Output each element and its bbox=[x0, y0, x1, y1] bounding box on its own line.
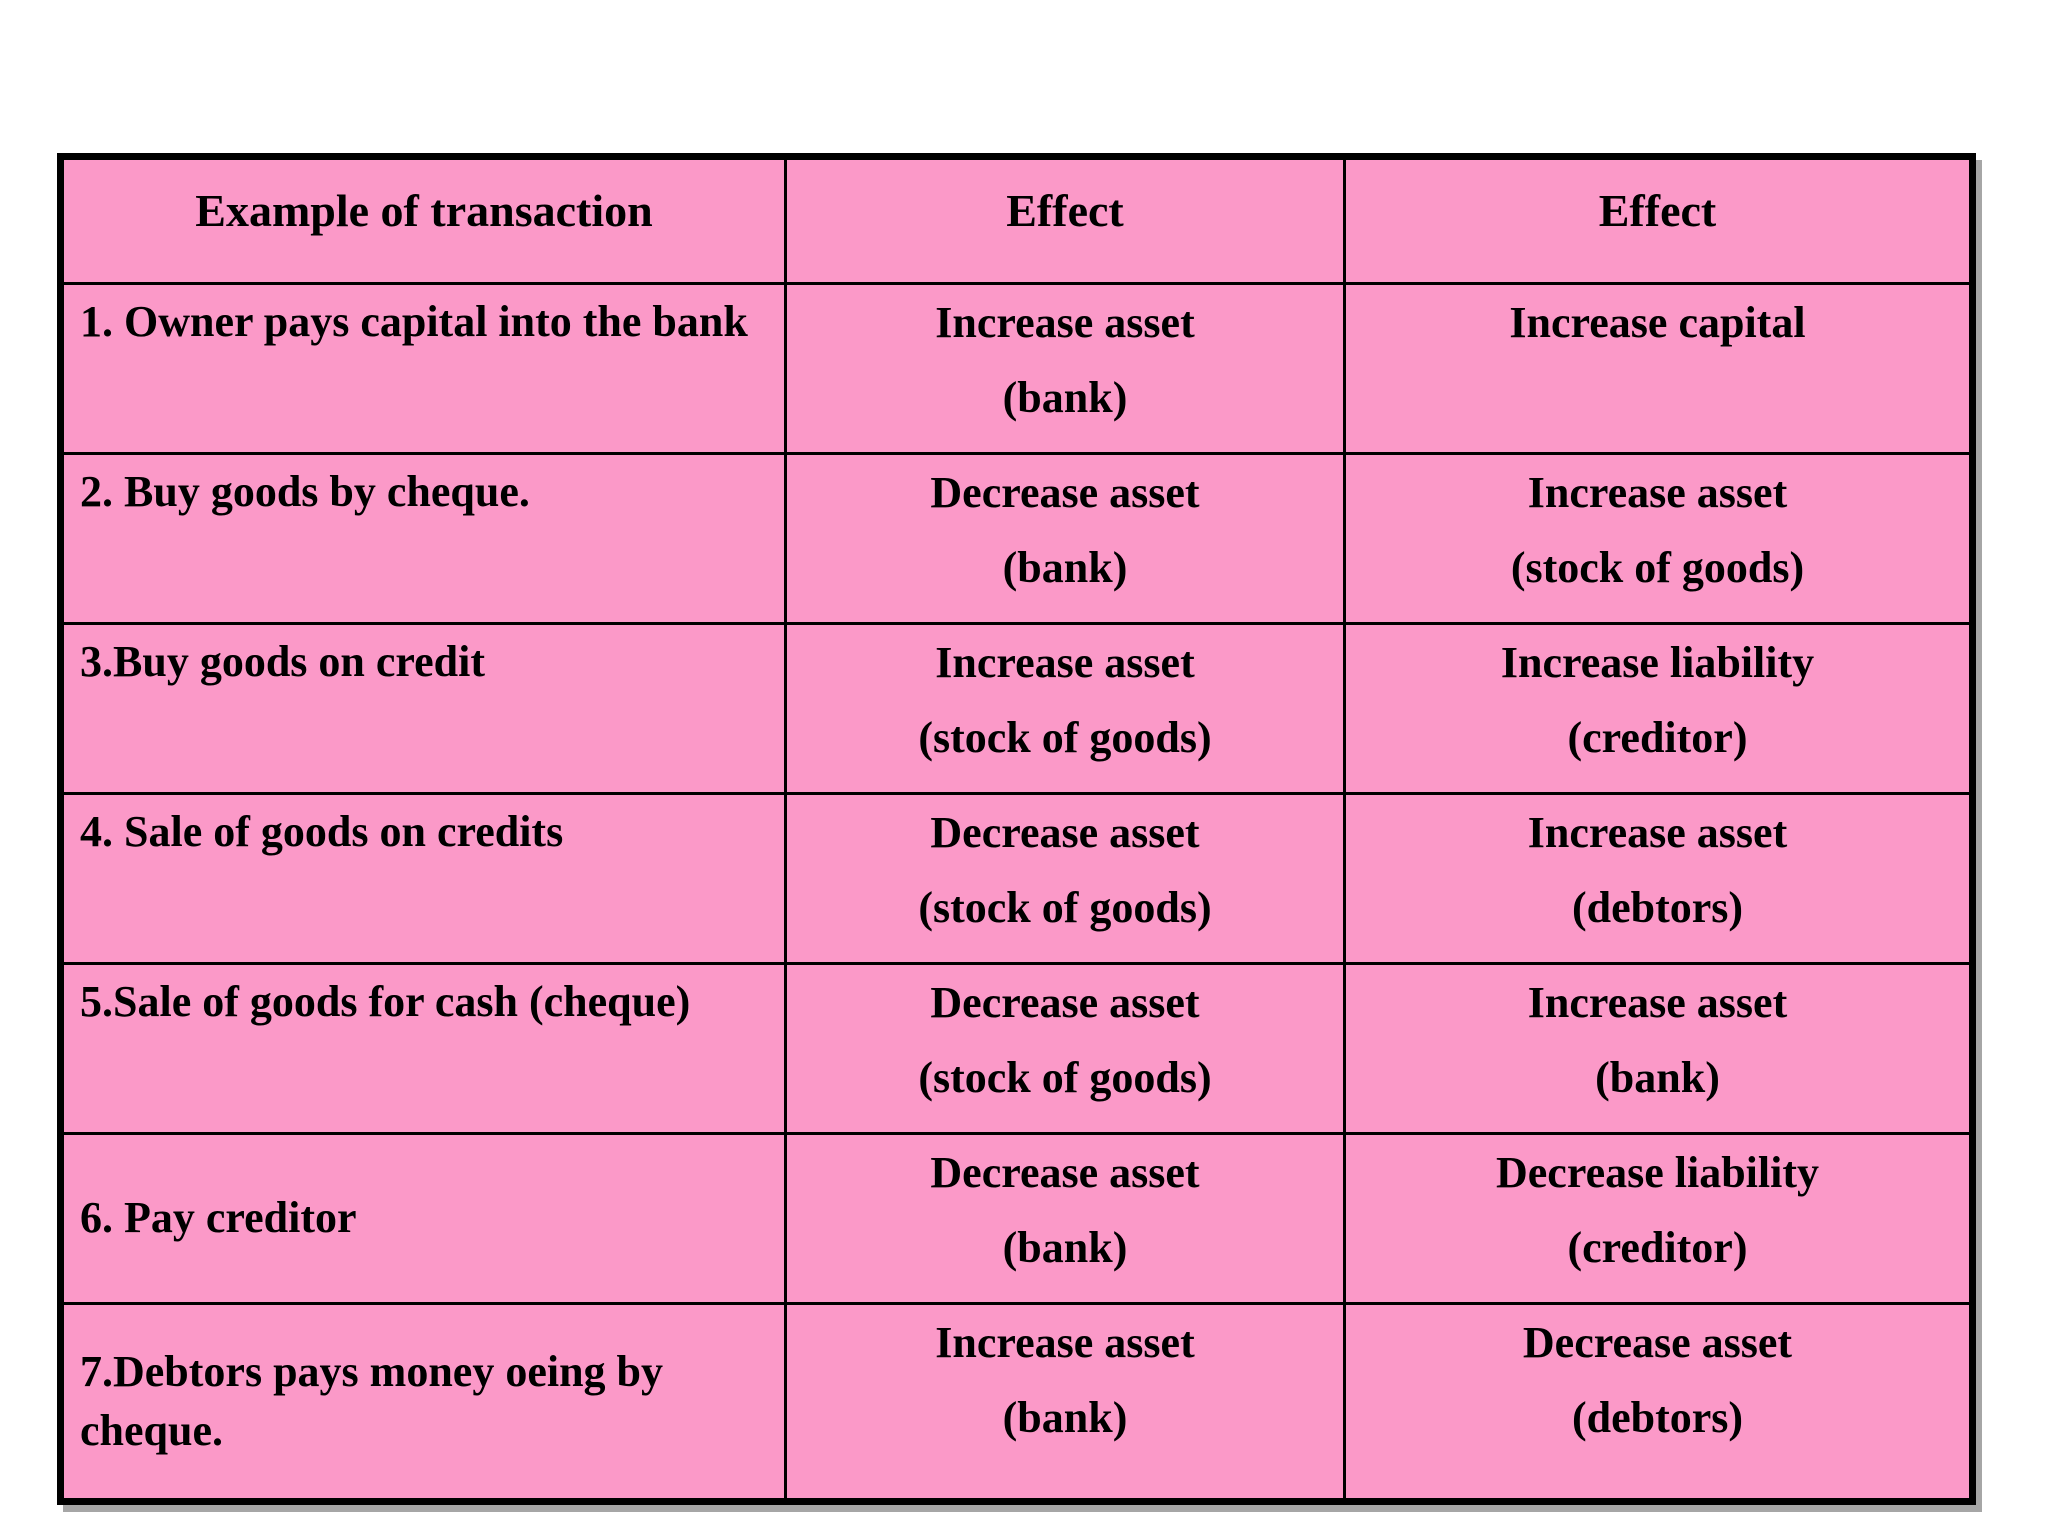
effect-cell-1: Increase asset (bank) bbox=[784, 1302, 1346, 1503]
effect-line: Decrease asset bbox=[930, 978, 1200, 1027]
effect-line: (stock of goods) bbox=[918, 713, 1212, 762]
effect-line: Decrease asset bbox=[930, 1148, 1200, 1197]
column-header-effect-1: Effect bbox=[784, 155, 1346, 285]
effect-cell-1: Decrease asset (stock of goods) bbox=[784, 962, 1346, 1135]
table-row: 7.Debtors pays money oeing by cheque. In… bbox=[59, 1302, 1974, 1503]
table-row: 6. Pay creditor Decrease asset (bank) De… bbox=[59, 1132, 1974, 1305]
effect-cell-1: Increase asset (bank) bbox=[784, 282, 1346, 455]
effect-line: Increase liability bbox=[1500, 638, 1815, 687]
effect-line: (stock of goods) bbox=[918, 883, 1212, 932]
transaction-cell: 7.Debtors pays money oeing by cheque. bbox=[59, 1302, 787, 1503]
transactions-effects-table: Example of transaction Effect Effect 1. … bbox=[57, 153, 1976, 1505]
effect-line: Decrease asset bbox=[1522, 1318, 1793, 1367]
transaction-cell: 1. Owner pays capital into the bank bbox=[59, 282, 787, 455]
effect-cell-1: Increase asset (stock of goods) bbox=[784, 622, 1346, 795]
effect-line: (stock of goods) bbox=[918, 1053, 1212, 1102]
effect-line: Decrease asset bbox=[930, 468, 1200, 517]
table-row: 1. Owner pays capital into the bank Incr… bbox=[59, 282, 1974, 455]
effect-line: Decrease asset bbox=[930, 808, 1200, 857]
effect-cell-1: Decrease asset (stock of goods) bbox=[784, 792, 1346, 965]
effect-cell-2: Increase capital bbox=[1343, 282, 1974, 455]
effect-line: (creditor) bbox=[1567, 713, 1748, 762]
column-header-effect-2: Effect bbox=[1343, 155, 1974, 285]
effect-line: (bank) bbox=[1002, 543, 1128, 592]
effect-cell-2: Decrease asset (debtors) bbox=[1343, 1302, 1974, 1503]
header-row: Example of transaction Effect Effect bbox=[59, 155, 1974, 285]
transaction-cell: 3.Buy goods on credit bbox=[59, 622, 787, 795]
table-row: 5.Sale of goods for cash (cheque) Decrea… bbox=[59, 962, 1974, 1135]
effect-line: Increase asset bbox=[935, 638, 1195, 687]
effect-line: Increase asset bbox=[935, 298, 1195, 347]
transaction-cell: 6. Pay creditor bbox=[59, 1132, 787, 1305]
effect-line: (stock of goods) bbox=[1510, 543, 1805, 592]
column-header-transaction: Example of transaction bbox=[59, 155, 787, 285]
transaction-cell: 5.Sale of goods for cash (cheque) bbox=[59, 962, 787, 1135]
transaction-cell: 2. Buy goods by cheque. bbox=[59, 452, 787, 625]
table-row: 3.Buy goods on credit Increase asset (st… bbox=[59, 622, 1974, 795]
effect-line: (bank) bbox=[1002, 1393, 1128, 1442]
effect-line: Increase capital bbox=[1509, 298, 1806, 347]
effect-cell-2: Increase liability (creditor) bbox=[1343, 622, 1974, 795]
effect-line: (debtors) bbox=[1571, 883, 1744, 932]
effect-cell-2: Increase asset (stock of goods) bbox=[1343, 452, 1974, 625]
effect-line: (bank) bbox=[1002, 1223, 1128, 1272]
table-row: 2. Buy goods by cheque. Decrease asset (… bbox=[59, 452, 1974, 625]
effect-cell-2: Increase asset (debtors) bbox=[1343, 792, 1974, 965]
effect-line: Decrease liability bbox=[1496, 1148, 1819, 1197]
effect-line: (creditor) bbox=[1567, 1223, 1748, 1272]
effect-cell-2: Decrease liability (creditor) bbox=[1343, 1132, 1974, 1305]
effect-line: Increase asset bbox=[1527, 808, 1788, 857]
effect-line: Increase asset bbox=[1527, 468, 1788, 517]
effect-line: Increase asset bbox=[935, 1318, 1195, 1367]
effect-cell-1: Decrease asset (bank) bbox=[784, 452, 1346, 625]
effect-cell-2: Increase asset (bank) bbox=[1343, 962, 1974, 1135]
effect-line: (bank) bbox=[1002, 373, 1128, 422]
effect-line: Increase asset bbox=[1527, 978, 1788, 1027]
table-row: 4. Sale of goods on credits Decrease ass… bbox=[59, 792, 1974, 965]
effect-line: (bank) bbox=[1595, 1053, 1720, 1102]
effect-line: (debtors) bbox=[1571, 1393, 1744, 1442]
transaction-cell: 4. Sale of goods on credits bbox=[59, 792, 787, 965]
effect-cell-1: Decrease asset (bank) bbox=[784, 1132, 1346, 1305]
